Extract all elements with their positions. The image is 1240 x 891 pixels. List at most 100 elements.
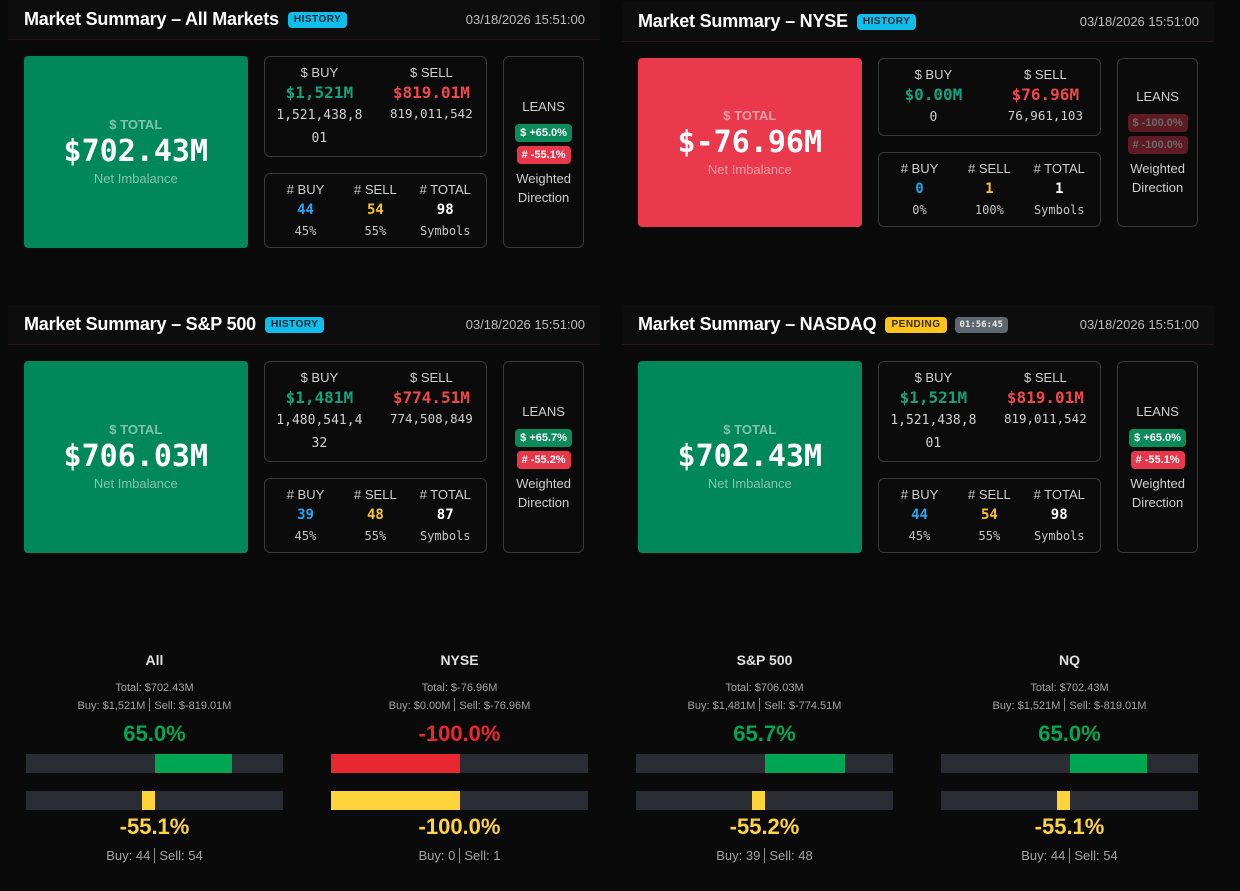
dollar-breakdown-box: $ BUY $1,481M 1,480,541,432 $ SELL $774.…: [263, 361, 488, 462]
dollar-gauge-fill: [154, 754, 232, 773]
count-buy-pct: 0%: [912, 203, 927, 217]
total-label: $ TOTAL: [723, 422, 777, 437]
market-gauge: S&P 500 Total: $706.03M Buy: $1,481M Sell…: [612, 648, 917, 865]
gauge-total: Total: $-76.96M: [421, 682, 498, 694]
count-total-column: # TOTAL 87 Symbols: [410, 486, 480, 546]
dollar-gauge-fill: [764, 754, 845, 773]
count-gauge-bar: [636, 791, 893, 810]
dollar-breakdown-box: $ BUY $1,521M 1,521,438,801 $ SELL $819.…: [877, 361, 1102, 462]
gauge-buy-amount: Buy: $1,521M: [77, 700, 146, 712]
count-lean-percent: -55.2%: [729, 814, 800, 839]
panel-header: Market Summary – NYSE HISTORY 03/18/2026…: [622, 2, 1214, 42]
dollar-gauge-bar: [331, 754, 588, 773]
dollar-buy-column: $ BUY $0.00M 0: [888, 66, 978, 129]
gauge-buy-count: Buy: 0: [418, 848, 456, 863]
market-gauge: NQ Total: $702.43M Buy: $1,521M Sell: $-8…: [917, 648, 1222, 865]
count-lean-percent: -55.1%: [119, 814, 190, 839]
dollar-sell-column: $ SELL $774.51M 774,508,849: [386, 369, 476, 455]
count-buy-pct: 45%: [294, 224, 317, 238]
dollar-sell-column: $ SELL $819.01M 819,011,542: [386, 64, 476, 150]
dollar-gauge-bar: [941, 754, 1198, 773]
dollar-lean-percent: 65.7%: [733, 721, 796, 746]
dollar-buy-value: $1,481M: [285, 388, 354, 407]
dollar-buy-label: $ BUY: [300, 65, 339, 80]
status-badge: HISTORY: [856, 13, 917, 30]
total-value: $-76.96M: [677, 124, 823, 160]
gauge-total: Total: $702.43M: [115, 682, 194, 694]
count-sell-pct: 55%: [978, 529, 1001, 543]
net-imbalance-card: $ TOTAL $-76.96M Net Imbalance: [638, 58, 862, 227]
dollar-gauge-fill: [1069, 754, 1147, 773]
dollar-sell-column: $ SELL $819.01M 819,011,542: [1000, 369, 1090, 455]
leans-label: LEANS: [522, 98, 565, 114]
leans-box: LEANS $ +65.0% # -55.1% Weighted Directi…: [1117, 361, 1198, 553]
count-buy-label: # BUY: [900, 161, 939, 176]
count-sell-label: # SELL: [354, 487, 397, 502]
dollar-sell-label: $ SELL: [410, 65, 453, 80]
dollar-sell-raw: 819,011,542: [389, 106, 473, 121]
panel-body: $ TOTAL $-76.96M Net Imbalance $ BUY $0.…: [622, 42, 1214, 227]
status-badge: PENDING: [885, 316, 947, 333]
dollar-buy-value: $1,521M: [899, 388, 968, 407]
gauge-sell-amount: Sell: $-819.01M: [154, 700, 232, 712]
gauge-buy-amount: Buy: $0.00M: [388, 700, 451, 712]
gauge-title: NQ: [1059, 652, 1080, 668]
gauge-buy-count: Buy: 39: [716, 848, 761, 863]
panel-title: Market Summary – NYSE: [638, 11, 848, 31]
dollar-lean-percent: -100.0%: [418, 721, 501, 746]
total-subtitle: Net Imbalance: [707, 476, 792, 491]
divider: [764, 848, 766, 863]
gauge-buy-count: Buy: 44: [1021, 848, 1066, 863]
gauge-buy-sell: Buy: $0.00M Sell: $-76.96M: [331, 698, 588, 714]
net-imbalance-card: $ TOTAL $706.03M Net Imbalance: [24, 361, 248, 553]
timestamp: 03/18/2026 15:51:00: [1079, 317, 1199, 332]
dollar-buy-label: $ BUY: [914, 67, 953, 82]
panel-title: Market Summary – NASDAQ: [638, 314, 877, 334]
count-buy-pct: 45%: [294, 529, 317, 543]
timestamp: 03/18/2026 15:51:00: [465, 317, 585, 332]
gauge-buy-amount: Buy: $1,481M: [687, 700, 756, 712]
count-sell-column: # SELL 1 100%: [954, 160, 1024, 220]
leans-label: LEANS: [1136, 403, 1179, 419]
count-sell-label: # SELL: [354, 182, 397, 197]
total-subtitle: Net Imbalance: [93, 476, 178, 491]
gauge-counts: Buy: 44 Sell: 54: [941, 847, 1198, 865]
dollar-sell-label: $ SELL: [1024, 370, 1067, 385]
count-lean-badge: # -55.1%: [516, 145, 571, 164]
count-buy-value: 44: [297, 202, 314, 218]
gauge-sell-count: Sell: 54: [1074, 848, 1118, 863]
total-subtitle: Net Imbalance: [707, 161, 792, 177]
count-gauge-fill: [141, 791, 155, 810]
count-total-label: # TOTAL: [419, 487, 471, 502]
count-total-column: # TOTAL 98 Symbols: [410, 181, 480, 241]
count-sell-column: # SELL 48 55%: [340, 486, 410, 546]
count-breakdown-box: # BUY 39 45% # SELL 48 55% # TOTAL 87 Sy…: [263, 478, 488, 553]
count-buy-label: # BUY: [900, 487, 939, 502]
gauge-title: All: [145, 652, 164, 668]
total-subtitle: Net Imbalance: [93, 171, 178, 186]
panel-title: Market Summary – All Markets: [24, 9, 279, 29]
count-lean-badge: # -55.1%: [1130, 450, 1185, 469]
gauge-row: All Total: $702.43M Buy: $1,521M Sell: $-…: [2, 648, 1222, 865]
count-sell-pct: 100%: [974, 203, 1004, 217]
panel-header: Market Summary – All Markets HISTORY 03/…: [8, 0, 600, 40]
market-gauge: All Total: $702.43M Buy: $1,521M Sell: $-…: [2, 648, 307, 865]
market-summary-panel: Market Summary – All Markets HISTORY 03/…: [8, 0, 600, 248]
count-sell-value: 54: [366, 202, 384, 218]
dollar-buy-raw: 1,521,438,801: [890, 413, 977, 451]
dollar-buy-column: $ BUY $1,481M 1,480,541,432: [274, 369, 364, 455]
divider: [454, 698, 456, 711]
dollar-sell-value: $819.01M: [392, 83, 470, 102]
count-total-label: # TOTAL: [419, 182, 471, 197]
count-gauge-bar: [941, 791, 1198, 810]
dollar-lean-badge: $ -100.0%: [1127, 114, 1188, 132]
count-buy-value: 0: [915, 181, 924, 197]
timestamp: 03/18/2026 15:51:00: [465, 12, 585, 27]
count-buy-pct: 45%: [908, 529, 931, 543]
gauge-buy-sell: Buy: $1,521M Sell: $-819.01M: [26, 698, 283, 714]
count-buy-value: 39: [297, 507, 314, 523]
count-buy-value: 44: [911, 507, 928, 523]
leans-subtitle: Weighted Direction: [516, 170, 571, 205]
gauge-title: NYSE: [440, 652, 479, 668]
total-label: $ TOTAL: [109, 117, 163, 132]
